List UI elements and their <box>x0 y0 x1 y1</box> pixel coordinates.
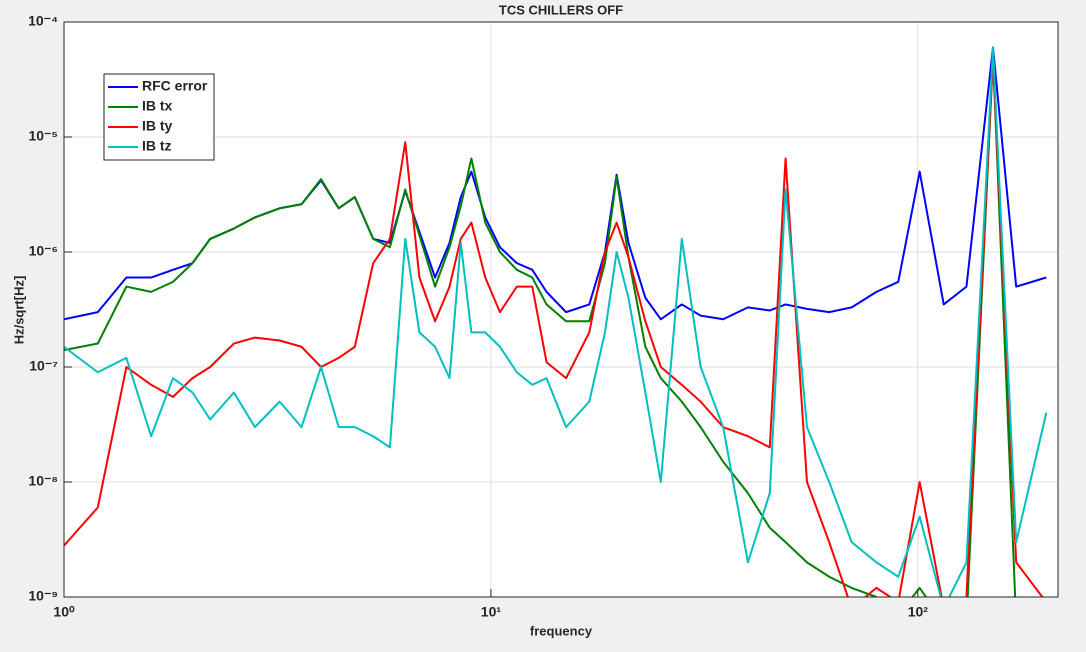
y-tick-label: 10⁻⁷ <box>29 358 58 374</box>
legend-label: RFC error <box>142 78 208 94</box>
y-tick-label: 10⁻⁶ <box>29 243 58 259</box>
x-tick-label: 10⁰ <box>53 604 75 620</box>
y-tick-label: 10⁻⁹ <box>28 588 58 604</box>
legend-label: IB tx <box>142 98 173 114</box>
y-tick-label: 10⁻⁸ <box>28 473 58 489</box>
legend-label: IB ty <box>142 118 173 134</box>
x-tick-label: 10² <box>908 604 929 620</box>
legend-label: IB tz <box>142 138 172 154</box>
legend: RFC error IB tx IB ty IB tz <box>103 73 215 161</box>
y-tick-label: 10⁻⁴ <box>28 13 58 29</box>
chart-title: TCS CHILLERS OFF <box>499 2 623 17</box>
x-axis-label: frequency <box>530 623 593 638</box>
series-line <box>64 46 1048 597</box>
y-axis-label: Hz/sqrt[Hz] <box>11 276 26 345</box>
ticks: 10⁰ 10¹ 10² 10⁻⁹ 10⁻⁸ 10⁻⁷ 10⁻⁶ 10⁻⁵ 10⁻⁴ <box>28 13 928 620</box>
plot-area <box>64 22 1058 597</box>
series-line <box>64 55 1044 597</box>
y-tick-label: 10⁻⁵ <box>28 128 58 144</box>
legend-box <box>103 73 215 161</box>
x-tick-label: 10¹ <box>481 604 502 620</box>
lines <box>64 46 1048 597</box>
axes-box <box>63 21 1059 598</box>
